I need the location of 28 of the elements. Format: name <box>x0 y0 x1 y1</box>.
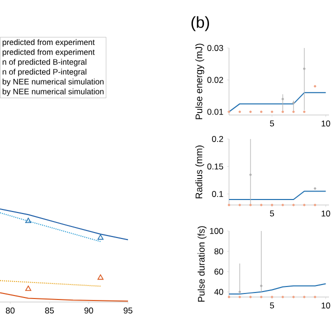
y-tick-label: 0.02 <box>207 76 224 83</box>
y-axis-title: Radius (mm) <box>195 146 204 198</box>
x-tick-label: 10 <box>322 302 330 309</box>
x-tick-label: 90 <box>84 308 94 314</box>
y-tick-label: 0.03 <box>207 45 224 51</box>
x-tick-label: 10 <box>322 210 330 216</box>
y-tick-label: 0.1 <box>212 191 224 197</box>
point <box>25 286 32 291</box>
x-tick-label: 10 <box>322 120 330 126</box>
x-tick-label: 85 <box>45 308 54 314</box>
x-tick-label: 5 <box>270 210 274 216</box>
y-tick-label: 100 <box>210 228 224 234</box>
x-tick-label: 95 <box>124 308 132 314</box>
y-tick-label: 80 <box>214 248 224 254</box>
y-tick-label: 60 <box>214 268 224 275</box>
x-tick-label: 5 <box>270 120 274 126</box>
y-tick-label: 0.01 <box>207 108 224 115</box>
y-tick-label: 40 <box>214 288 224 295</box>
y-tick-label: 0.15 <box>207 164 224 170</box>
x-tick-label: 5 <box>270 302 274 308</box>
y-axis-title: Pulse energy (mJ) <box>195 44 204 120</box>
y-tick-label: 0.2 <box>212 136 224 142</box>
point <box>98 234 104 240</box>
point <box>25 218 32 223</box>
text: (b) <box>192 16 210 32</box>
point <box>98 274 104 280</box>
x-tick-label: 80 <box>6 308 15 314</box>
y-axis-title: Pulse duration (fs) <box>198 226 206 302</box>
